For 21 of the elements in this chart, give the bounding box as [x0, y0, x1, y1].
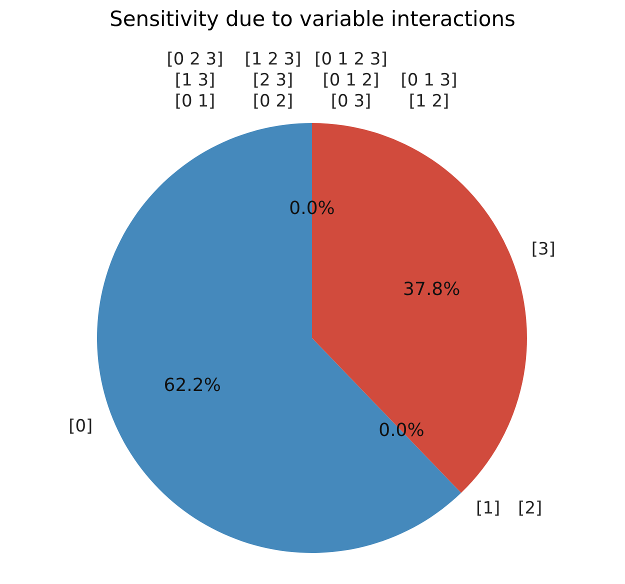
data-label: 37.8% — [403, 278, 460, 300]
category-label: [0 1 2 3] — [314, 50, 388, 70]
category-label: [0 1 2] — [322, 70, 380, 90]
category-label: [1] — [476, 498, 500, 518]
category-label: [0 1 3] — [400, 70, 458, 90]
text: 0.0% — [378, 420, 424, 441]
category-label: [1 3] — [174, 70, 216, 90]
category-label: [1 2 3] — [244, 50, 302, 70]
category-label: [2] — [518, 498, 542, 518]
category-label: [0 3] — [330, 92, 372, 112]
category-label: [1 2] — [408, 92, 450, 112]
category-label: [0 1] — [174, 92, 216, 112]
category-label: [0 2 3] — [166, 50, 224, 70]
slice-label: [0] — [68, 416, 93, 436]
slice-label: [3] — [531, 240, 556, 260]
text: 0.0% — [289, 198, 335, 219]
category-label: [0 2] — [252, 92, 294, 112]
chart-title: Sensitivity due to variable interactions — [110, 7, 516, 31]
category-label: [2 3] — [252, 70, 294, 90]
data-label: 62.2% — [164, 375, 221, 396]
pie-slice — [97, 123, 462, 553]
